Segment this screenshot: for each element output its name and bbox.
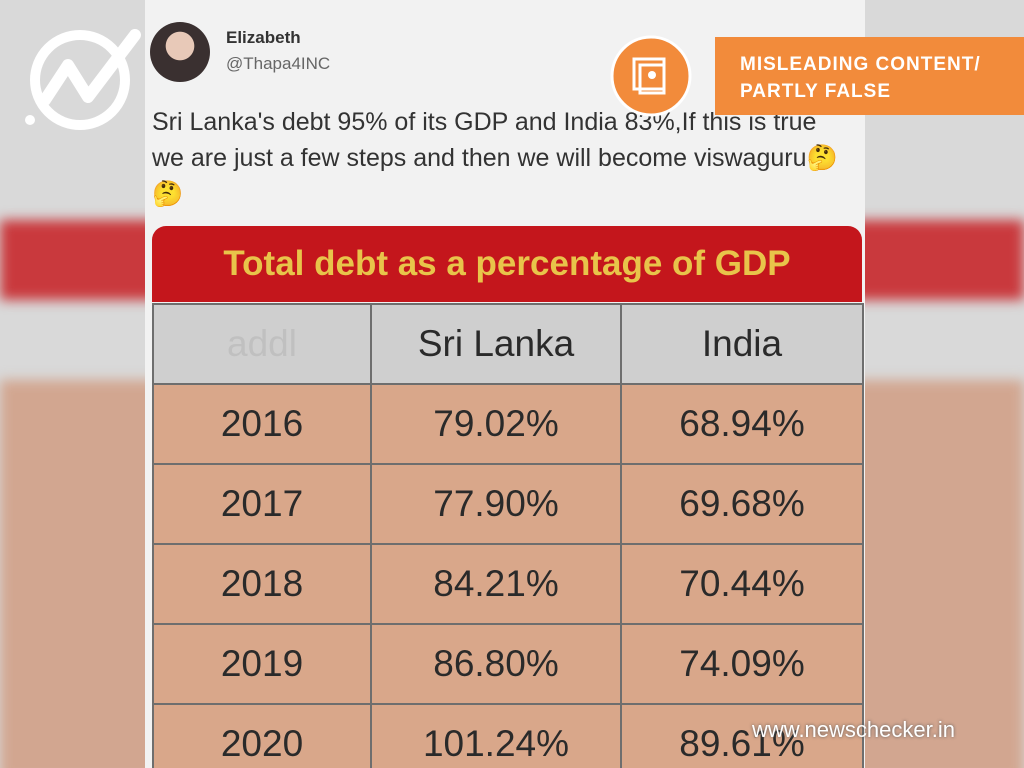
table-cell: 84.21% [370, 543, 622, 625]
table-cell: 2016 [152, 383, 372, 465]
header-cell: Sri Lanka [370, 303, 622, 385]
table-cell: 70.44% [620, 543, 864, 625]
table-cell: 2020 [152, 703, 372, 768]
site-url: www.newschecker.in [752, 717, 955, 742]
verdict-line: MISLEADING CONTENT/ [740, 54, 981, 75]
table-row: 2020 101.24% 89.61% [152, 703, 864, 768]
table-cell: 2019 [152, 623, 372, 705]
badge-icon [610, 35, 692, 117]
table-cell: 89.61% [620, 703, 864, 768]
user-name: Elizabeth [226, 28, 301, 47]
verdict-badge: MISLEADING CONTENT/ PARTLY FALSE [715, 37, 1024, 115]
table-row: 2018 84.21% 70.44% [152, 543, 864, 625]
table-row: addl Sri Lanka India [152, 303, 864, 385]
table-row: 2019 86.80% 74.09% [152, 623, 864, 705]
tweet-text: Sri Lanka's debt 95% of its GDP and Indi… [152, 108, 838, 208]
debt-table: addl Sri Lanka India 2016 79.02% 68.94% 2017 77… [152, 303, 864, 768]
table-cell: 69.68% [620, 463, 864, 545]
avatar [150, 22, 210, 82]
header-cell: addl [152, 303, 372, 385]
user-handle: @Thapa4INC [226, 54, 331, 73]
table-cell: 79.02% [370, 383, 622, 465]
table-cell: 77.90% [370, 463, 622, 545]
table-cell: 2018 [152, 543, 372, 625]
table-cell: 2017 [152, 463, 372, 545]
table-cell: 68.94% [620, 383, 864, 465]
header-cell: India [620, 303, 864, 385]
verdict-line: PARTLY FALSE [740, 81, 892, 102]
table-cell: 86.80% [370, 623, 622, 705]
table-cell: 101.24% [370, 703, 622, 768]
table-row: 2017 77.90% 69.68% [152, 463, 864, 545]
table-title: Total debt as a percentage of GDP [152, 226, 862, 302]
table-row: 2016 79.02% 68.94% [152, 383, 864, 465]
logo [25, 29, 141, 130]
table-cell: 74.09% [620, 623, 864, 705]
